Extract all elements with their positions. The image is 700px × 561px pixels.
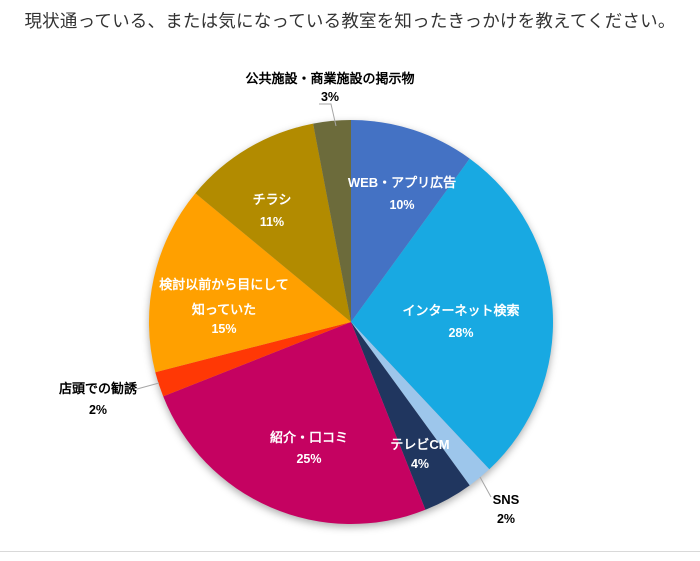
slice-label-6: 検討以前から目にして: [159, 277, 289, 292]
bottom-divider: [0, 551, 700, 552]
slice-label-6: 知っていた: [192, 302, 256, 317]
slice-label-5: 店頭での勧誘: [59, 381, 138, 396]
leader-line-2: [479, 476, 492, 498]
pie-slice-1: [351, 158, 554, 470]
pie-slice-7: [195, 123, 351, 322]
pie-slice-8: [313, 120, 351, 322]
slice-percent-8: 3%: [321, 90, 339, 104]
slice-label-4: 紹介・口コミ: [270, 430, 348, 445]
slice-label-8: 公共施設・商業施設の掲示物: [245, 71, 414, 86]
slice-label-1: インターネット検索: [402, 303, 519, 318]
slice-label-3: テレビCM: [390, 437, 449, 452]
pie-slice-2: [351, 322, 490, 486]
pie-slice-6: [148, 193, 351, 373]
page-title: 現状通っている、または気になっている教室を知ったきっかけを教えてください。: [24, 11, 676, 31]
pie-labels-group: WEB・アプリ広告 10% インターネット検索 28% SNS 2% テレビCM 4% 紹介・口…: [59, 71, 520, 526]
slice-label-0: WEB・アプリ広告: [348, 175, 456, 190]
slice-percent-6: 15%: [211, 322, 236, 336]
slice-label-2: SNS: [493, 492, 520, 507]
slice-percent-1: 28%: [448, 326, 473, 340]
pie-slice-3: [351, 322, 470, 510]
leader-line-8: [319, 103, 337, 127]
slice-percent-7: 11%: [260, 215, 284, 229]
pie-slice-0: [351, 120, 470, 322]
pie-slice-5: [155, 322, 351, 397]
leader-line-5: [136, 382, 160, 390]
slice-percent-5: 2%: [89, 403, 107, 417]
slice-percent-2: 2%: [497, 512, 515, 526]
pie-slice-4: [163, 322, 426, 525]
pie-slices-group: [148, 120, 554, 525]
slice-percent-0: 10%: [389, 198, 414, 212]
slice-label-7: チラシ: [253, 192, 292, 207]
slice-percent-3: 4%: [411, 457, 429, 471]
slice-percent-4: 25%: [296, 452, 321, 466]
